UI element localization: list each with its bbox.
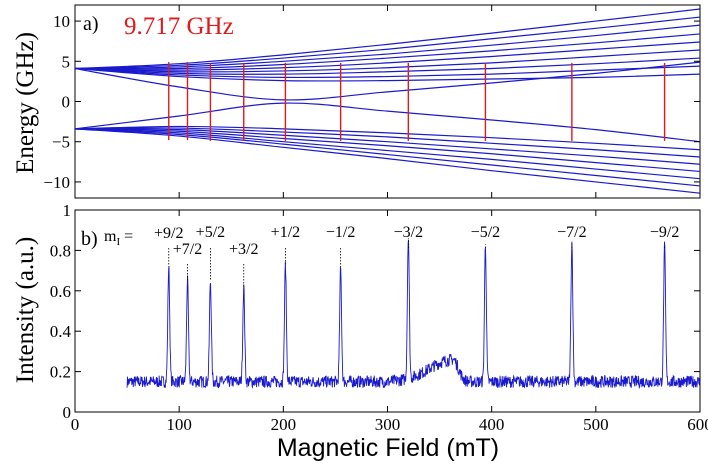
b-xtick-label-3: 300 — [375, 415, 401, 434]
b-ytick-label-2: 0.4 — [50, 322, 72, 341]
panel-a-label: a) — [83, 13, 99, 35]
frequency-annotation: 9.717 GHz — [124, 13, 234, 40]
upper-level-line-9 — [74, 61, 701, 101]
upper-level-line-7 — [74, 65, 701, 79]
x-axis-label: Magnetic Field (mT) — [277, 434, 499, 462]
panel-b-x-ticks: 0 100 200 300 400 500 600 — [71, 210, 708, 434]
peak-label-7: −5/2 — [471, 224, 500, 241]
lower-level-line-7 — [74, 128, 701, 194]
spectrum-line — [126, 239, 701, 389]
upper-level-line-4 — [74, 41, 701, 71]
b-xtick-label-2: 200 — [271, 415, 297, 434]
b-ytick-label-3: 0.6 — [50, 282, 71, 301]
lower-level-line-0 — [74, 102, 701, 143]
lower-level-line-4 — [74, 128, 701, 173]
a-ytick-label-2: 0 — [62, 93, 71, 112]
lower-level-line-1 — [74, 125, 701, 151]
mi-prefix-label: mI = — [104, 228, 133, 248]
b-xtick-label-5: 500 — [583, 415, 609, 434]
upper-level-line-5 — [74, 49, 701, 73]
panel-a-y-ticks: −10 −5 0 5 10 — [43, 5, 701, 198]
a-ytick-label-0: −10 — [43, 173, 70, 192]
peak-label-0: +9/2 — [154, 225, 183, 242]
upper-level-line-8 — [74, 67, 701, 82]
upper-level-line-3 — [74, 33, 701, 70]
b-ytick-label-4: 0.8 — [50, 241, 71, 260]
lower-level-line-3 — [74, 128, 701, 165]
panel-b: +9/2+7/2+5/2+3/2 +1/2 −1/2 −3/2 −5/2 −7/2 −9/2… — [12, 201, 708, 462]
peak-label-2: +5/2 — [196, 224, 225, 241]
peak-label-3: +3/2 — [229, 241, 258, 258]
peak-label-6: −3/2 — [394, 224, 423, 241]
panel-a: −10 −5 0 5 10 a) 9.717 GHz Energy (GHz) — [12, 4, 701, 199]
lower-level-line-2 — [74, 127, 701, 158]
lower-level-line-5 — [74, 128, 701, 180]
panel-b-peak-labels: +9/2+7/2+5/2+3/2 +1/2 −1/2 −3/2 −5/2 −7/2 −9/2 — [154, 224, 679, 258]
peak-label-9: −9/2 — [650, 224, 679, 241]
b-ytick-label-0: 0 — [63, 403, 72, 422]
b-ytick-label-5: 1 — [63, 201, 72, 220]
panel-b-label: b) — [81, 228, 98, 250]
upper-level-line-0 — [74, 8, 701, 70]
b-xtick-label-4: 400 — [479, 415, 505, 434]
lower-level-line-6 — [74, 128, 701, 187]
panel-a-y-axis-label: Energy (GHz) — [12, 32, 39, 174]
a-ytick-label-1: −5 — [52, 133, 70, 152]
peak-label-5: −1/2 — [326, 224, 355, 241]
panel-b-peak-leaders — [168, 238, 665, 287]
b-xtick-label-1: 100 — [166, 415, 192, 434]
peak-label-8: −7/2 — [557, 224, 586, 241]
panel-b-y-ticks: 0 0.2 0.4 0.6 0.8 1 — [50, 201, 700, 422]
peak-label-4: +1/2 — [271, 224, 300, 241]
a-ytick-label-3: 5 — [62, 52, 71, 71]
panel-b-spectrum — [126, 239, 701, 389]
b-xtick-label-0: 0 — [71, 415, 80, 434]
a-ytick-label-4: 10 — [53, 12, 70, 31]
b-xtick-label-6: 600 — [687, 415, 708, 434]
upper-level-line-6 — [74, 57, 701, 75]
panel-a-transitions — [168, 62, 666, 141]
peak-label-1: +7/2 — [173, 241, 202, 258]
b-ytick-label-1: 0.2 — [50, 363, 71, 382]
panel-a-levels — [74, 8, 701, 194]
panel-b-y-axis-label: Intensity (a.u.) — [12, 237, 39, 383]
upper-level-line-1 — [74, 16, 701, 70]
upper-level-line-2 — [74, 24, 701, 70]
